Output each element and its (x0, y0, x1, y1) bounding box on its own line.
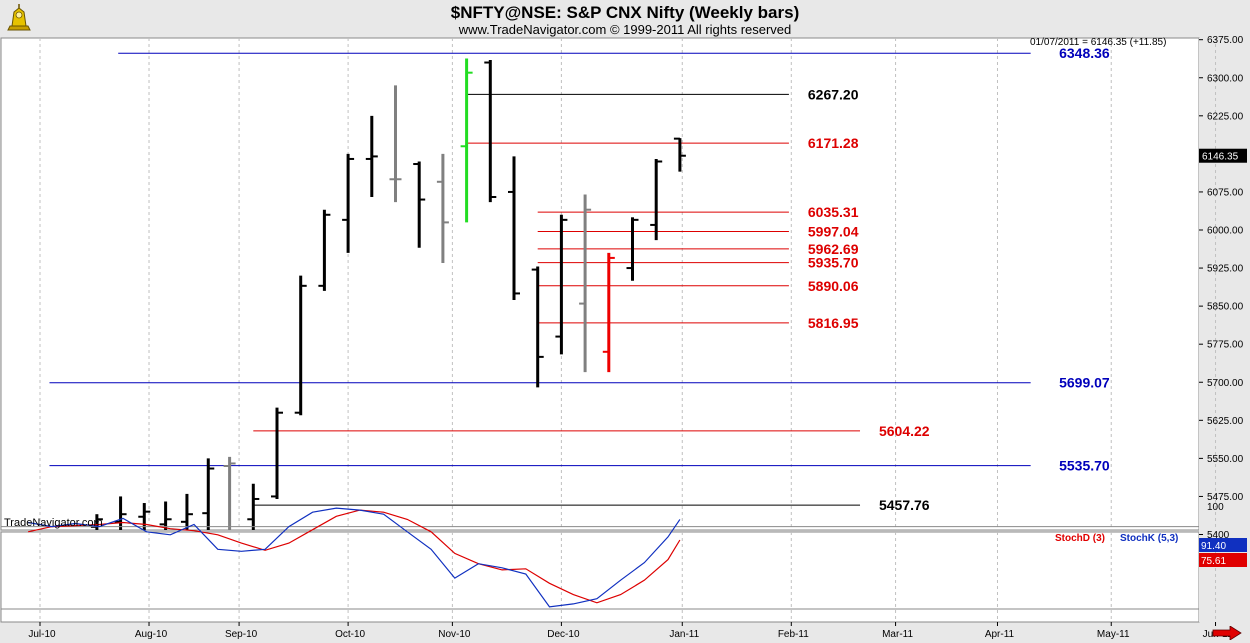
level-label: 5457.76 (879, 497, 930, 513)
time-tick-label: Apr-11 (985, 629, 1015, 640)
ohlc-bar (602, 252, 615, 373)
price-tick-label: 5850.00 (1207, 302, 1244, 313)
stoch-k-last-box (1199, 538, 1247, 552)
last-price-box (1199, 148, 1247, 163)
level-label: 6348.36 (1059, 45, 1110, 61)
ohlc-bar (202, 458, 215, 530)
level-label: 6035.31 (808, 204, 859, 220)
price-tick-label: 5475.00 (1207, 492, 1244, 503)
ohlc-bar (247, 483, 260, 530)
time-tick-label: Feb-11 (778, 629, 809, 640)
time-tick-label: Nov-10 (438, 629, 471, 640)
price-tick-label: 6000.00 (1207, 226, 1244, 237)
stoch-d-legend: StochD (3) (1055, 533, 1105, 544)
stoch-k-last-label: 91.40 (1201, 541, 1226, 552)
level-label: 5962.69 (808, 241, 859, 257)
ohlc-bar (484, 59, 497, 203)
price-tick-label: 5550.00 (1207, 454, 1244, 465)
stoch-tick-label: 100 (1207, 502, 1224, 513)
level-label: 5935.70 (808, 255, 859, 271)
ohlc-bar (626, 217, 639, 281)
price-tick-label: 5775.00 (1207, 340, 1244, 351)
ohlc-bar (159, 501, 172, 530)
price-tick-label: 5625.00 (1207, 416, 1244, 427)
ohlc-bar (223, 456, 236, 530)
price-tick-label: 6375.00 (1207, 35, 1244, 46)
ohlc-bar (436, 153, 449, 263)
price-axis: 6375.006300.006225.006150.006075.006000.… (1199, 35, 1244, 541)
time-tick-label: Dec-10 (547, 629, 580, 640)
time-tick-label: May-11 (1097, 629, 1130, 640)
chart-title: $NFTY@NSE: S&P CNX Nifty (Weekly bars) (450, 3, 800, 22)
price-panel (0, 37, 1200, 531)
level-label: 5535.70 (1059, 458, 1110, 474)
time-tick-label: Aug-10 (135, 629, 168, 640)
scroll-right-arrow-icon[interactable] (1212, 626, 1242, 640)
ohlc-bar (318, 209, 331, 291)
price-tick-label: 5925.00 (1207, 264, 1244, 275)
level-label: 5816.95 (808, 315, 859, 331)
trade-navigator-logo-icon[interactable] (2, 2, 36, 36)
ohlc-bar (460, 58, 473, 223)
time-tick-label: Jan-11 (669, 629, 699, 640)
ohlc-bar (673, 137, 686, 172)
ohlc-bars (90, 58, 686, 530)
price-tick-label: 6075.00 (1207, 187, 1244, 198)
stoch-k-legend: StochK (5,3) (1120, 533, 1179, 544)
price-axis-strip (1199, 38, 1249, 622)
ohlc-bar (294, 275, 307, 416)
price-tick-label: 6300.00 (1207, 73, 1244, 84)
time-axis: Jul-10 Aug-10 Sep-10 Oct-10 Nov-10 Dec-10 Jan-… (28, 38, 1233, 640)
time-tick-label: Jul-10 (28, 629, 56, 640)
stoch-panel (0, 531, 1200, 623)
ohlc-bar (650, 158, 663, 241)
level-lines: 6348.36 6267.20 6171.28 6035.31 5997.045962.… (49, 45, 1110, 513)
ohlc-bar (180, 493, 193, 530)
ohlc-bar (508, 156, 520, 301)
ohlc-bar (555, 214, 568, 355)
stoch-d-last-box (1199, 553, 1247, 567)
brand-watermark: TradeNavigator.com (4, 517, 103, 529)
ohlc-bar (342, 153, 355, 253)
ohlc-bar (531, 266, 544, 388)
level-label: 5699.07 (1059, 375, 1110, 391)
ohlc-bar (138, 503, 151, 530)
ohlc-bar (579, 194, 592, 373)
level-label: 5890.06 (808, 278, 859, 294)
level-label: 5604.22 (879, 423, 930, 439)
level-label: 5997.04 (808, 224, 859, 240)
last-price-stamp: 01/07/2011 = 6146.35 (+11.85) (1030, 37, 1167, 48)
level-label: 6267.20 (808, 86, 859, 102)
ohlc-bar (114, 496, 127, 530)
price-tick-label: 5700.00 (1207, 378, 1244, 389)
level-label: 6171.28 (808, 135, 859, 151)
time-tick-label: Oct-10 (335, 629, 365, 640)
ohlc-bar (389, 85, 402, 203)
price-tick-label: 5400 (1207, 530, 1230, 541)
stoch-d-last-label: 75.61 (1201, 556, 1226, 567)
ohlc-bar (365, 115, 378, 198)
stoch-k-series (27, 507, 681, 608)
ohlc-bar (413, 161, 426, 248)
chart-subtitle: www.TradeNavigator.com © 1999-2011 All r… (458, 22, 792, 37)
price-tick-label: 6225.00 (1207, 111, 1244, 122)
time-tick-label: Sep-10 (225, 629, 258, 640)
time-tick-label: Mar-11 (882, 629, 913, 640)
last-price-label: 6146.35 (1202, 152, 1239, 163)
ohlc-bar (271, 407, 283, 499)
